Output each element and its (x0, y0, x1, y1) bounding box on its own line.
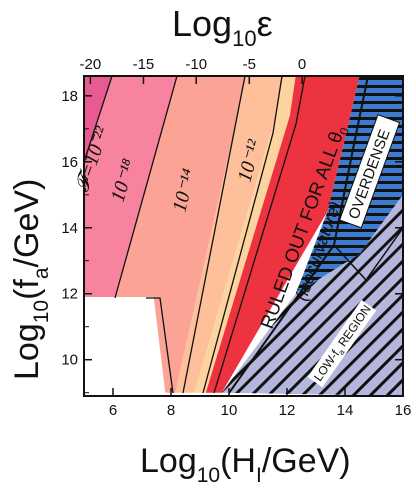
top-tick-label: -5 (243, 56, 256, 73)
top-tick-label: -15 (133, 56, 155, 73)
y-axis-title: Log10(fa/GeV) (8, 179, 53, 380)
top-tick-label: -20 (80, 56, 102, 73)
region-excluded-white (84, 297, 166, 396)
low-region-box (307, 300, 377, 388)
y-tick-label: 16 (61, 154, 78, 171)
boundary-eps-2 (114, 76, 178, 299)
regions-layer (84, 76, 403, 396)
boundary-overdense (333, 227, 403, 282)
x-tick-label: 14 (337, 402, 354, 419)
x-tick-label: 16 (395, 402, 412, 419)
boundary-lines (84, 76, 403, 394)
region-eps-band-4 (175, 76, 285, 393)
boundary-eps-4 (202, 76, 283, 394)
x-tick-label: 6 (109, 402, 117, 419)
boundary-eps-5 (213, 76, 306, 394)
x-tick-label: 12 (279, 402, 296, 419)
ruled-out-sub: 0 (337, 126, 353, 137)
y-tick-label: 10 (61, 352, 78, 369)
y-tick-label: 18 (61, 88, 78, 105)
overdense-box (339, 114, 401, 229)
top-tick-label: 0 (298, 56, 306, 73)
boundary-eps-3b (182, 76, 246, 394)
region-eps-band-3 (115, 76, 247, 393)
region-low-region (221, 194, 403, 396)
region-eps-band-2 (84, 76, 177, 297)
region-ruled-out (205, 76, 360, 393)
y-tick-label: 14 (61, 220, 78, 237)
boundary-eps-1 (84, 76, 113, 163)
y-tick-label: 12 (61, 286, 78, 303)
region-eps-band-5 (194, 76, 296, 393)
axes: 6 8 10 12 14 16 -20 -15 -10 -5 0 10 12 14 16 18 (61, 56, 411, 419)
plot-frame (83, 75, 404, 397)
x-axis-title: Log10(HI/GeV) (140, 442, 351, 487)
boundary-ruled (228, 76, 369, 394)
x-tick-label: 10 (221, 402, 238, 419)
top-axis-title: Log10ε (172, 3, 273, 51)
top-tick-label: -10 (185, 56, 207, 73)
boundary-eps-3 (146, 297, 174, 394)
x-tick-label: 8 (167, 402, 175, 419)
